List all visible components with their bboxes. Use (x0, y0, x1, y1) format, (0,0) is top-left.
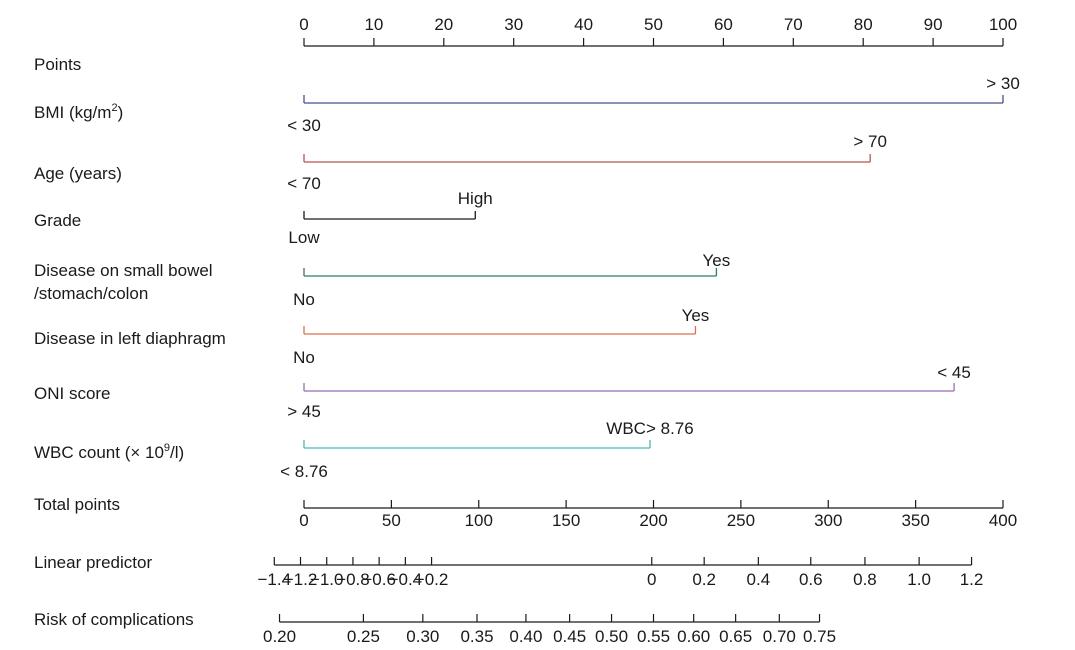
linear-predictor-tick-label: 0.2 (692, 570, 716, 589)
linear-predictor-tick-label: 0.4 (747, 570, 771, 589)
risk-axis-label: Risk of complications (34, 610, 194, 629)
variable-high-label: Yes (682, 306, 710, 325)
variable-high-label: High (458, 189, 493, 208)
linear-predictor-tick-label: 0.6 (799, 570, 823, 589)
total-points-tick-label: 350 (901, 511, 929, 530)
variable-high-label: > 70 (853, 132, 887, 151)
points-tick-label: 50 (644, 15, 663, 34)
total-points-axis-label: Total points (34, 495, 120, 514)
total-points-tick-label: 0 (299, 511, 308, 530)
total-points-tick-label: 200 (639, 511, 667, 530)
risk-tick-label: 0.30 (406, 627, 439, 646)
risk-tick-label: 0.65 (719, 627, 752, 646)
variable-low-label: < 8.76 (280, 462, 328, 481)
points-tick-label: 100 (989, 15, 1017, 34)
linear-predictor-tick-label: −1.4 (258, 570, 292, 589)
linear-predictor-axis-label: Linear predictor (34, 553, 152, 572)
linear-predictor-tick-label: −1.0 (310, 570, 344, 589)
variable-high-label: < 45 (937, 363, 971, 382)
variable-low-label: No (293, 290, 315, 309)
risk-tick-label: 0.60 (677, 627, 710, 646)
row-label-oni-score: ONI score (34, 384, 111, 403)
risk-tick-label: 0.55 (637, 627, 670, 646)
total-points-tick-label: 250 (727, 511, 755, 530)
risk-tick-label: 0.35 (460, 627, 493, 646)
points-axis-label: Points (34, 55, 81, 74)
total-points-tick-label: 100 (465, 511, 493, 530)
linear-predictor-tick-label: −0.4 (389, 570, 423, 589)
linear-predictor-tick-label: −1.2 (284, 570, 318, 589)
risk-tick-label: 0.70 (763, 627, 796, 646)
risk-tick-label: 0.20 (263, 627, 296, 646)
variable-high-label: WBC> 8.76 (606, 419, 693, 438)
linear-predictor-tick-label: 0 (647, 570, 656, 589)
points-tick-label: 30 (504, 15, 523, 34)
row-label-age: Age (years) (34, 164, 122, 183)
points-tick-label: 0 (299, 15, 308, 34)
risk-tick-label: 0.50 (595, 627, 628, 646)
linear-predictor-tick-label: −0.6 (362, 570, 396, 589)
total-points-tick-label: 150 (552, 511, 580, 530)
total-points-tick-label: 300 (814, 511, 842, 530)
points-tick-label: 10 (364, 15, 383, 34)
total-points-tick-label: 50 (382, 511, 401, 530)
variable-low-label: < 70 (287, 174, 321, 193)
points-tick-label: 60 (714, 15, 733, 34)
row-label-grade: Grade (34, 211, 81, 230)
risk-tick-label: 0.40 (509, 627, 542, 646)
points-tick-label: 80 (854, 15, 873, 34)
linear-predictor-tick-label: 1.2 (960, 570, 984, 589)
risk-tick-label: 0.25 (347, 627, 380, 646)
risk-tick-label: 0.75 (803, 627, 836, 646)
linear-predictor-tick-label: 1.0 (907, 570, 931, 589)
total-points-tick-label: 400 (989, 511, 1017, 530)
points-tick-label: 40 (574, 15, 593, 34)
linear-predictor-tick-label: −0.8 (336, 570, 370, 589)
variable-high-label: Yes (703, 251, 731, 270)
points-tick-label: 70 (784, 15, 803, 34)
points-tick-label: 20 (434, 15, 453, 34)
row-label-wbc-count: WBC count (× 109/l) (34, 442, 184, 462)
risk-tick-label: 0.45 (553, 627, 586, 646)
variable-low-label: < 30 (287, 116, 321, 135)
points-tick-label: 90 (924, 15, 943, 34)
variable-low-label: > 45 (287, 402, 321, 421)
variable-high-label: > 30 (986, 74, 1020, 93)
row-label-bmi: BMI (kg/m2) (34, 102, 123, 122)
variable-low-label: No (293, 348, 315, 367)
linear-predictor-tick-label: 0.8 (853, 570, 877, 589)
row-label-disease-left-diaphragm: Disease in left diaphragm (34, 329, 226, 348)
row-label-disease-small-bowel: Disease on small bowel /stomach/colon (34, 261, 217, 303)
linear-predictor-tick-label: −0.2 (415, 570, 449, 589)
variable-low-label: Low (288, 228, 320, 247)
